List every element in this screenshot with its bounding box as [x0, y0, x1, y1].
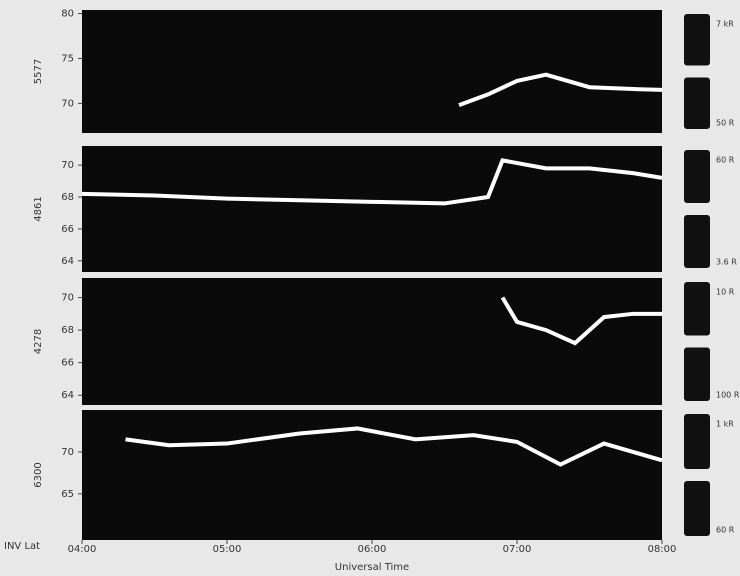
x-tick-label: 04:00	[68, 544, 97, 555]
colorbar	[684, 215, 710, 268]
y-tick-label: 64	[61, 390, 74, 401]
panel	[82, 278, 662, 405]
colorbar	[684, 414, 710, 469]
colorbar-label: 7 kR	[716, 20, 734, 29]
colorbar	[684, 282, 710, 336]
x-tick-label: 08:00	[648, 544, 677, 555]
colorbar-label: 50 R	[716, 119, 735, 128]
colorbar	[684, 77, 710, 129]
colorbar	[684, 150, 710, 203]
y-tick-label: 70	[61, 293, 74, 304]
y-tick-label: 65	[61, 489, 74, 500]
colorbar-label: 60 R	[716, 156, 735, 165]
trace	[500, 296, 662, 346]
colorbar-label: 60 R	[716, 526, 735, 535]
x-tick-label: 07:00	[503, 544, 532, 555]
y-tick-label: 68	[61, 325, 74, 336]
y-axis-label: 4278	[33, 329, 44, 354]
y-tick-label: 66	[61, 224, 74, 235]
colorbar-label: 3.6 R	[716, 258, 737, 267]
trace	[458, 72, 663, 108]
panel	[82, 146, 662, 272]
trace	[81, 158, 663, 206]
y-tick-label: 68	[61, 192, 74, 203]
x-axis-label: Universal Time	[335, 562, 409, 573]
y-axis-label: 5577	[33, 59, 44, 84]
axis-note: INV Lat	[4, 541, 40, 552]
trace	[125, 426, 663, 467]
y-axis-label: 6300	[33, 462, 44, 487]
colorbar-label: 1 kR	[716, 420, 734, 429]
colorbar-label: 100 R	[716, 391, 740, 400]
colorbar-label: 10 R	[716, 288, 735, 297]
y-tick-label: 70	[61, 447, 74, 458]
y-tick-label: 75	[61, 53, 74, 64]
y-tick-label: 80	[61, 9, 74, 20]
y-tick-label: 70	[61, 98, 74, 109]
panel	[82, 10, 662, 133]
colorbar	[684, 347, 710, 401]
y-tick-label: 70	[61, 160, 74, 171]
y-tick-label: 66	[61, 358, 74, 369]
colorbar	[684, 481, 710, 536]
x-tick-label: 05:00	[213, 544, 242, 555]
colorbar	[684, 14, 710, 66]
x-tick-label: 06:00	[358, 544, 387, 555]
y-tick-label: 64	[61, 256, 74, 267]
y-axis-label: 4861	[33, 196, 44, 221]
